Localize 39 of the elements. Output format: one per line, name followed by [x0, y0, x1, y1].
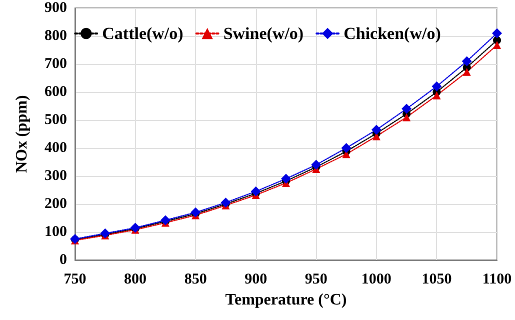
legend-label: Cattle(w/o)	[102, 24, 184, 43]
point	[493, 40, 501, 49]
x-tick-label: 800	[124, 272, 147, 288]
point	[220, 198, 231, 208]
y-tick-label: 800	[44, 28, 67, 44]
point	[402, 113, 411, 122]
point	[432, 81, 442, 92]
point	[190, 207, 201, 218]
point	[311, 160, 322, 170]
point	[250, 186, 261, 196]
y-tick-label: 0	[60, 252, 67, 268]
legend-label: Swine(w/o)	[223, 24, 304, 43]
x-tick-label: 1100	[482, 272, 512, 288]
point	[100, 228, 110, 238]
point	[341, 143, 352, 153]
x-axis-title: Temperature (°C)	[225, 291, 347, 308]
x-tick-label: 950	[304, 272, 328, 288]
y-axis-title: NOx (ppm)	[14, 95, 30, 173]
point	[462, 56, 472, 66]
y-tick-label: 700	[44, 56, 67, 72]
point	[462, 68, 471, 76]
point	[492, 28, 502, 38]
x-tick-label: 900	[244, 272, 268, 288]
y-tick-label: 300	[44, 168, 67, 184]
y-tick-label: 900	[44, 0, 67, 16]
point	[281, 174, 291, 184]
y-tick-label: 400	[44, 140, 67, 156]
y-tick-label: 600	[44, 84, 67, 100]
x-tick-label: 1000	[361, 272, 392, 288]
y-tick-label: 200	[44, 196, 67, 212]
x-tick-label: 750	[64, 272, 86, 288]
x-tick-label: 850	[184, 272, 207, 288]
y-tick-label: 100	[44, 224, 67, 240]
y-tick-label: 500	[44, 112, 67, 128]
point	[402, 104, 412, 114]
point	[371, 124, 382, 135]
x-tick-label: 1050	[422, 272, 452, 288]
point	[432, 91, 441, 100]
legend-label: Chicken(w/o)	[344, 24, 441, 43]
